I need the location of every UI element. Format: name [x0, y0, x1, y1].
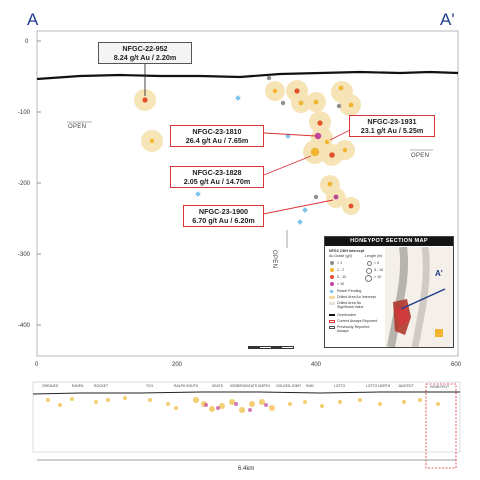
- zone-label: TCH: [146, 384, 153, 388]
- callout-nfgc-22-952: NFGC-22-952 8.24 g/t Au / 2.20m: [98, 42, 192, 64]
- callout-result: 2.05 g/t Au / 14.70m: [183, 177, 251, 186]
- length-swatch-lt5: [367, 261, 372, 266]
- long-section-high-grade: [204, 402, 268, 412]
- legend-grade-lt1: < 1: [337, 261, 343, 265]
- callout-hole-id: NFGC-23-1900: [198, 207, 249, 216]
- result-pending-points: [195, 95, 308, 225]
- legend-grade-heading: NFGC DDH Intercept: [329, 249, 365, 253]
- grade-swatch-gt10: [330, 282, 334, 286]
- legend-current-assays: Current Assays Reported: [337, 319, 378, 323]
- zone-label: KEATS: [212, 384, 223, 388]
- y-tick-200: -200: [18, 181, 31, 187]
- y-tick-400: -400: [18, 323, 31, 329]
- plot-frame: [36, 30, 459, 357]
- zone-label: GREAVES: [42, 384, 59, 388]
- callout-hole-id: NFGC-23-1828: [192, 168, 242, 177]
- section-label-a: A: [27, 10, 39, 29]
- legend-grade-gt10: > 10: [337, 282, 345, 286]
- legend-drilled-au: Drilled Area Au Intercept: [337, 295, 376, 299]
- callout-nfgc-23-1810: NFGC-23-1810 26.4 g/t Au / 7.65m: [170, 125, 264, 147]
- section-map-legend: HONEYPOT SECTION MAP NFGC DDH Intercept …: [324, 236, 454, 348]
- zone-label: JACKPOT: [398, 384, 414, 388]
- grade-swatch-lt1: [330, 261, 334, 265]
- zone-label: GOLDEN JOINT: [276, 384, 302, 388]
- scale-bar: [248, 346, 294, 349]
- section-label-a-prime: A': [440, 10, 455, 29]
- topography-line: [36, 70, 459, 81]
- length-swatch-gt10: [365, 275, 372, 282]
- legend-grade-1-2: 1 - 2: [337, 268, 345, 272]
- callout-result: 23.1 g/t Au / 5.25m: [360, 126, 424, 135]
- y-axis-ticks: [37, 40, 41, 326]
- callout-hole-id: NFGC-22-952: [122, 44, 168, 53]
- zone-label: RALPH SOUTH: [174, 384, 199, 388]
- long-section-frame: [32, 381, 461, 453]
- legend-title: HONEYPOT SECTION MAP: [325, 237, 453, 246]
- overburden-swatch: [329, 314, 335, 316]
- zone-label: KWK: [306, 384, 314, 388]
- length-swatch-5-10: [366, 268, 372, 274]
- long-section-topography: [32, 391, 460, 395]
- zone-label: ROCKET: [94, 384, 109, 388]
- y-tick-0: 0: [25, 39, 29, 45]
- previous-assays-swatch: [329, 326, 335, 329]
- callout-result: 26.4 g/t Au / 7.65m: [185, 136, 249, 145]
- callout-nfgc-23-1931: NFGC-23-1931 23.1 g/t Au / 5.25m: [349, 115, 435, 137]
- zone-label: HONEYPOT: [430, 385, 450, 389]
- inset-location-map: [385, 247, 453, 347]
- callout-nfgc-23-1900: NFGC-23-1900 6.70 g/t Au / 6.20m: [183, 205, 264, 227]
- callout-hole-id: NFGC-23-1931: [367, 117, 417, 126]
- legend-drilled-nsv: Drilled Area No Significant Value: [337, 301, 364, 309]
- drilled-au-swatch: [329, 296, 335, 299]
- zone-label: RAVEN: [72, 384, 84, 388]
- y-tick-100: -100: [18, 110, 31, 116]
- grade-swatch-1-2: [330, 268, 334, 272]
- zone-label: ICEBERG/KEATS NORTH: [230, 384, 271, 388]
- callout-result: 6.70 g/t Au / 6.20m: [192, 216, 255, 225]
- y-tick-300: -300: [18, 252, 31, 258]
- legend-length-5-10: 5 - 10: [374, 268, 384, 272]
- drilled-nsv-swatch: [329, 302, 335, 305]
- x-tick-600: 600: [451, 362, 462, 368]
- current-assays-swatch: [329, 320, 335, 323]
- legend-length-gt10: > 10: [374, 275, 382, 279]
- legend-length-heading: Length (m): [365, 254, 383, 258]
- length-label: 6.4km: [238, 466, 254, 472]
- x-tick-400: 400: [311, 362, 322, 368]
- intercept-points: [142, 75, 354, 209]
- honeypot-highlight-box: [425, 383, 457, 469]
- x-tick-0: 0: [35, 362, 39, 368]
- open-label-right: OPEN: [411, 153, 430, 159]
- legend-result-pending: Result Pending: [337, 289, 362, 293]
- legend-grade-3-10: 3 - 10: [337, 275, 347, 279]
- callout-result: 8.24 g/t Au / 2.20m: [113, 53, 177, 62]
- legend-length-lt5: < 5: [374, 261, 380, 265]
- callout-leaders: [144, 64, 351, 215]
- open-arrows: [67, 121, 433, 248]
- legend-previous-assays: Previously Reported Assays: [337, 325, 370, 333]
- legend-overburden: Overburden: [337, 313, 356, 317]
- open-label-left: OPEN: [68, 124, 87, 130]
- long-section-intercepts: [46, 396, 440, 413]
- inset-a-prime-label: A': [435, 269, 443, 278]
- grade-swatch-3-10: [330, 275, 334, 279]
- callout-nfgc-23-1828: NFGC-23-1828 2.05 g/t Au / 14.70m: [170, 166, 264, 188]
- callout-hole-id: NFGC-23-1810: [192, 127, 242, 136]
- zone-label: LOTTO: [334, 384, 346, 388]
- legend-grade-subheading: Au Grade (g/t): [329, 254, 352, 258]
- zone-label: LOTTO NORTH: [366, 384, 391, 388]
- x-tick-200: 200: [172, 362, 183, 368]
